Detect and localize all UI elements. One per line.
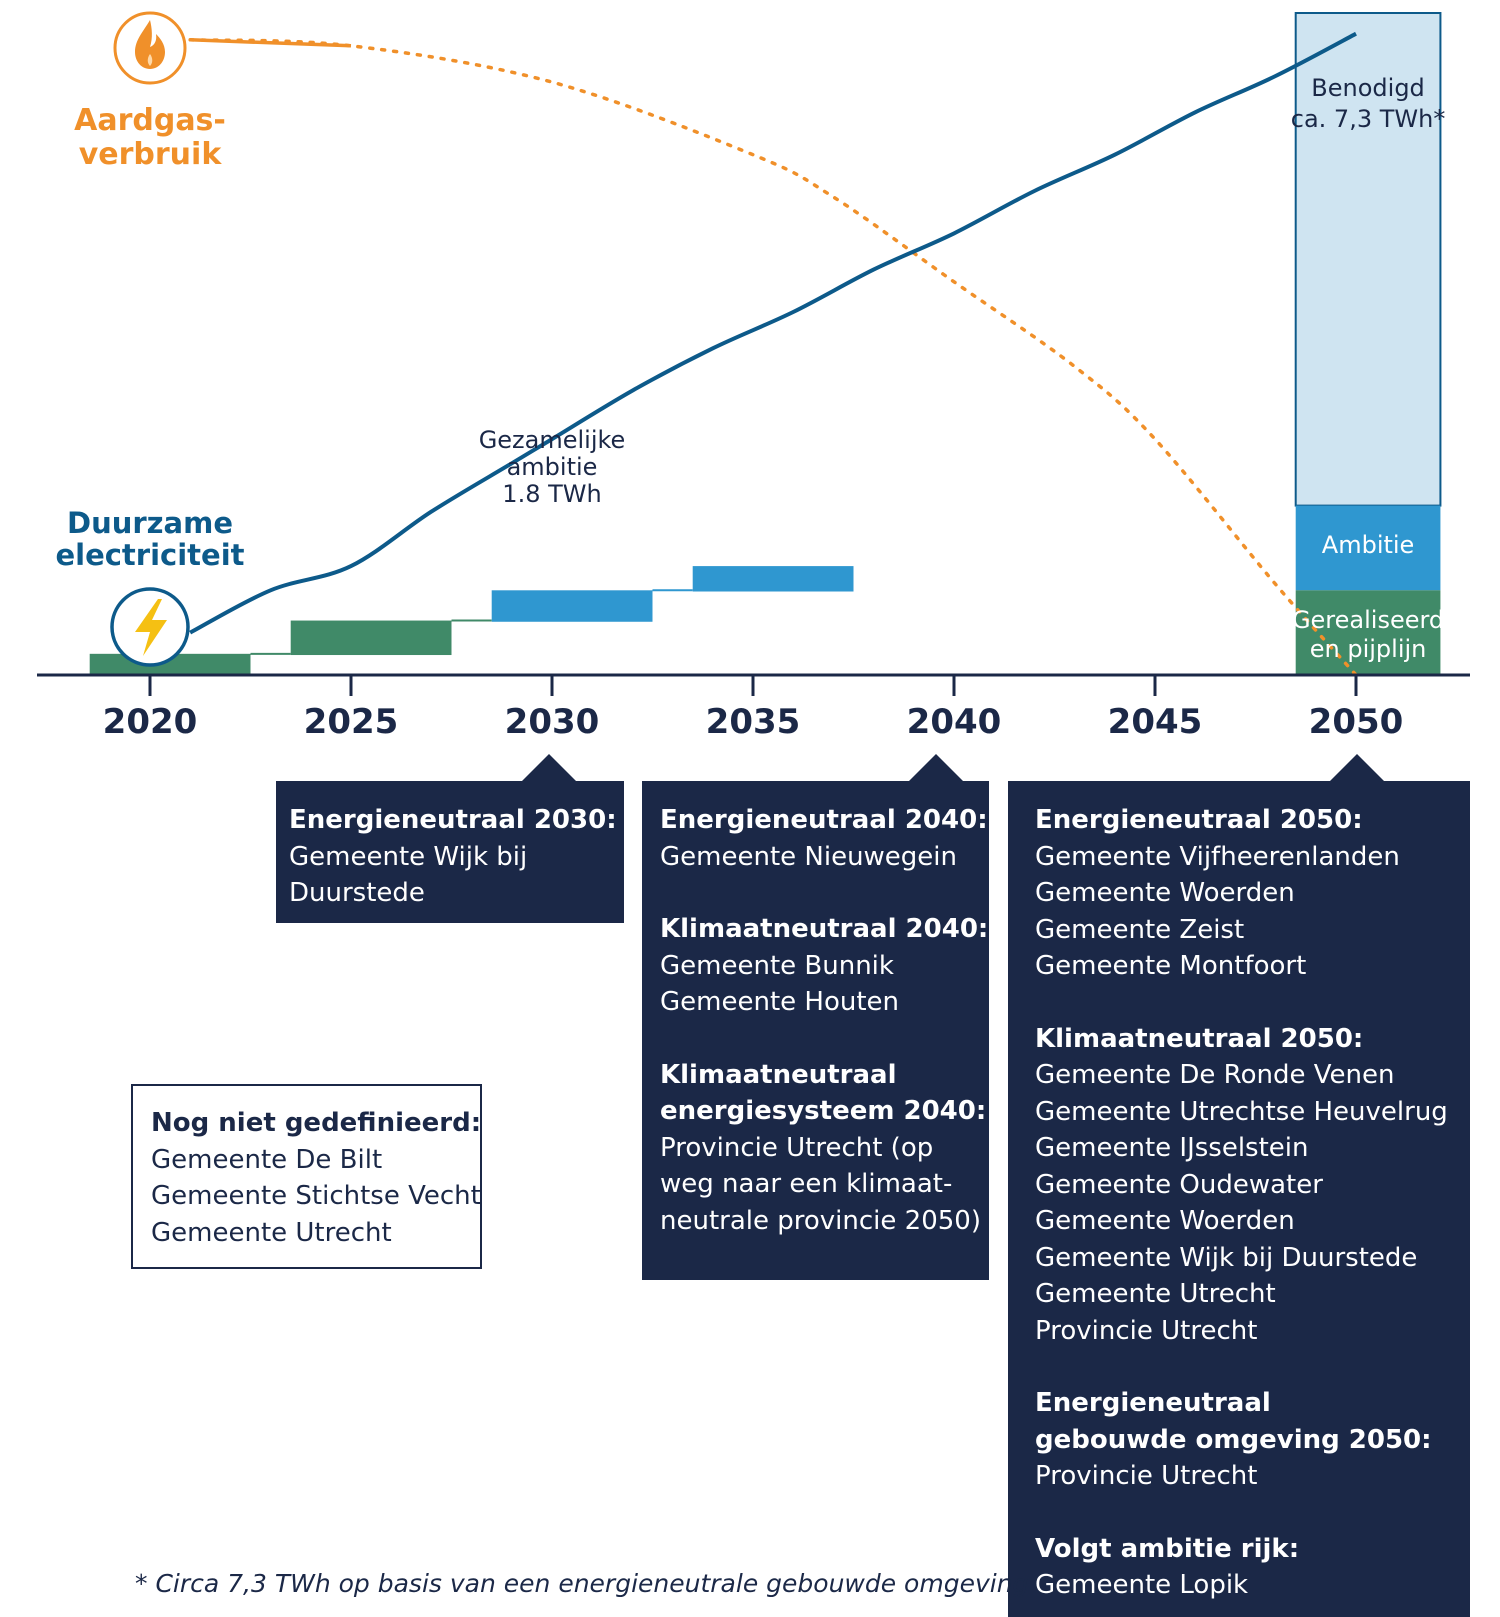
box-2040-line: neutrale provincie 2050) [660,1205,981,1236]
box-2050-pointer [1329,754,1385,782]
bar-2050-benodigd [1294,12,1442,507]
flame-icon [135,20,165,69]
box-2050-heading: Klimaatneutraal 2050: [1035,1023,1364,1054]
x-tick-label: 2050 [1309,702,1404,742]
box-2050-line: Gemeente Utrechtse Heuvelrug [1035,1096,1448,1127]
box-2050-group: Energieneutraal 2050: Gemeente Vijfheere… [1035,802,1470,985]
box-2040-heading: energiesysteem 2040: [660,1096,987,1126]
box-2050-heading: Energieneutraal 2050: [1035,805,1363,835]
box-2050-line: Gemeente IJsselstein [1035,1133,1309,1163]
box-2050-heading: Energieneutraal [1035,1388,1271,1418]
bar-2050-ambitie [1295,505,1441,591]
x-tick-label: 2020 [103,702,198,742]
box-2050-line: Gemeente Vijfheerenlanden [1035,841,1400,872]
bar-2050-gerealiseerd [1295,590,1441,675]
ambition-label: Gezamelijke [479,426,626,454]
ambition-label: ambitie [507,453,598,481]
box-2050-line: Provincie Utrecht [1035,1461,1258,1491]
box-2050-line: Gemeente De Ronde Venen [1035,1060,1395,1090]
box-2050-group: Klimaatneutraal 2050: Gemeente De Ronde … [1035,1021,1470,1350]
box-2040-heading: Energieneutraal 2040: [660,805,988,835]
box-2050-group: Energieneutraal gebouwde omgeving 2050: … [1035,1385,1470,1495]
ambitie-label: Ambitie [1322,531,1415,559]
undefined-line: Gemeente Stichtse Vecht [151,1181,481,1211]
lightning-bolt-icon [135,599,167,656]
benodigd-label: Benodigd [1311,74,1425,102]
box-2040-heading: Klimaatneutraal [660,1059,897,1090]
box-2050-heading: Volgt ambitie rijk: [1035,1533,1300,1564]
box-2040-heading: Klimaatneutraal 2040: [660,914,989,944]
box-2040-group: Klimaatneutraal energiesysteem 2040: Pro… [660,1057,989,1240]
box-2050-line: Gemeente Woerden [1035,878,1295,908]
chart: 2020 2025 2030 2035 2040 2045 2050 Aardgas-verb… [37,11,1470,742]
gas-label: verbruik [79,137,223,172]
x-tick-label: 2030 [505,702,600,742]
box-2050-line: Gemeente Lopik [1035,1570,1249,1600]
step-bar [491,590,653,622]
box-2030-pointer [521,754,577,782]
gas-line-projected [188,38,1358,677]
box-2040-group: Energieneutraal 2040: Gemeente Nieuwegei… [660,802,989,875]
box-2050-line: Provincie Utrecht [1035,1315,1258,1346]
electricity-label: electriciteit [55,538,244,572]
box-2050-line: Gemeente Oudewater [1035,1169,1323,1200]
box-2040-line: Gemeente Bunnik [660,950,894,981]
box-2050-group: Volgt ambitie rijk: Gemeente Lopik [1035,1531,1470,1604]
electricity-line [189,31,1357,635]
electricity-label: Duurzame [67,506,233,540]
flame-icon-core [147,54,153,66]
box-2050-line: Gemeente Utrecht [1035,1279,1276,1309]
box-2030-line: Duurstede [289,878,425,908]
undefined-box: Nog niet gedefinieerd: Gemeente De Bilt … [131,1084,482,1269]
box-2040-line: Provincie Utrecht (op [660,1132,934,1163]
box-2040-line: weg naar een klimaat- [660,1169,953,1199]
gerealiseerd-label: en pijplijn [1310,635,1427,663]
box-2030-group: Energieneutraal 2030: Gemeente Wijk bij … [289,802,624,912]
x-tick-label: 2035 [706,702,801,742]
box-2030-heading: Energieneutraal 2030: [289,805,617,835]
footnote: * Circa 7,3 TWh op basis van een energie… [135,1569,1029,1598]
box-2050-line: Gemeente Zeist [1035,914,1245,945]
box-2040: Energieneutraal 2040: Gemeente Nieuwegei… [642,754,989,1280]
box-2040-line: Gemeente Nieuwegein [660,841,958,872]
box-2050-line: Gemeente Montfoort [1035,951,1307,981]
benodigd-label: ca. 7,3 TWh* [1291,105,1446,133]
box-2050-heading: gebouwde omgeving 2050: [1035,1424,1432,1455]
x-tick-label: 2045 [1108,702,1203,742]
box-2040-line: Gemeente Houten [660,987,900,1017]
box-2040-pointer [908,754,964,782]
undefined-heading: Nog niet gedefinieerd: [151,1108,482,1138]
ambition-label: 1.8 TWh [502,480,601,508]
box-2050-line: Gemeente Woerden [1035,1206,1295,1236]
x-tick-label: 2040 [907,702,1002,742]
gerealiseerd-label: Gerealiseerd [1292,606,1444,634]
gas-line-actual [190,38,352,48]
undefined-line: Gemeente Utrecht [151,1217,392,1248]
step-bar [692,566,854,592]
box-2030-line: Gemeente Wijk bij [289,841,528,872]
box-2040-group: Klimaatneutraal 2040: Gemeente Bunnik Ge… [660,911,989,1021]
box-2050-line: Gemeente Wijk bij Duurstede [1035,1242,1418,1273]
gas-label: Aardgas- [74,103,226,138]
box-2030: Energieneutraal 2030: Gemeente Wijk bij … [276,754,624,923]
step-bar [290,620,452,656]
x-tick-label: 2025 [304,702,399,742]
box-2050: Energieneutraal 2050: Gemeente Vijfheere… [1008,754,1470,1617]
undefined-line: Gemeente De Bilt [151,1144,383,1175]
